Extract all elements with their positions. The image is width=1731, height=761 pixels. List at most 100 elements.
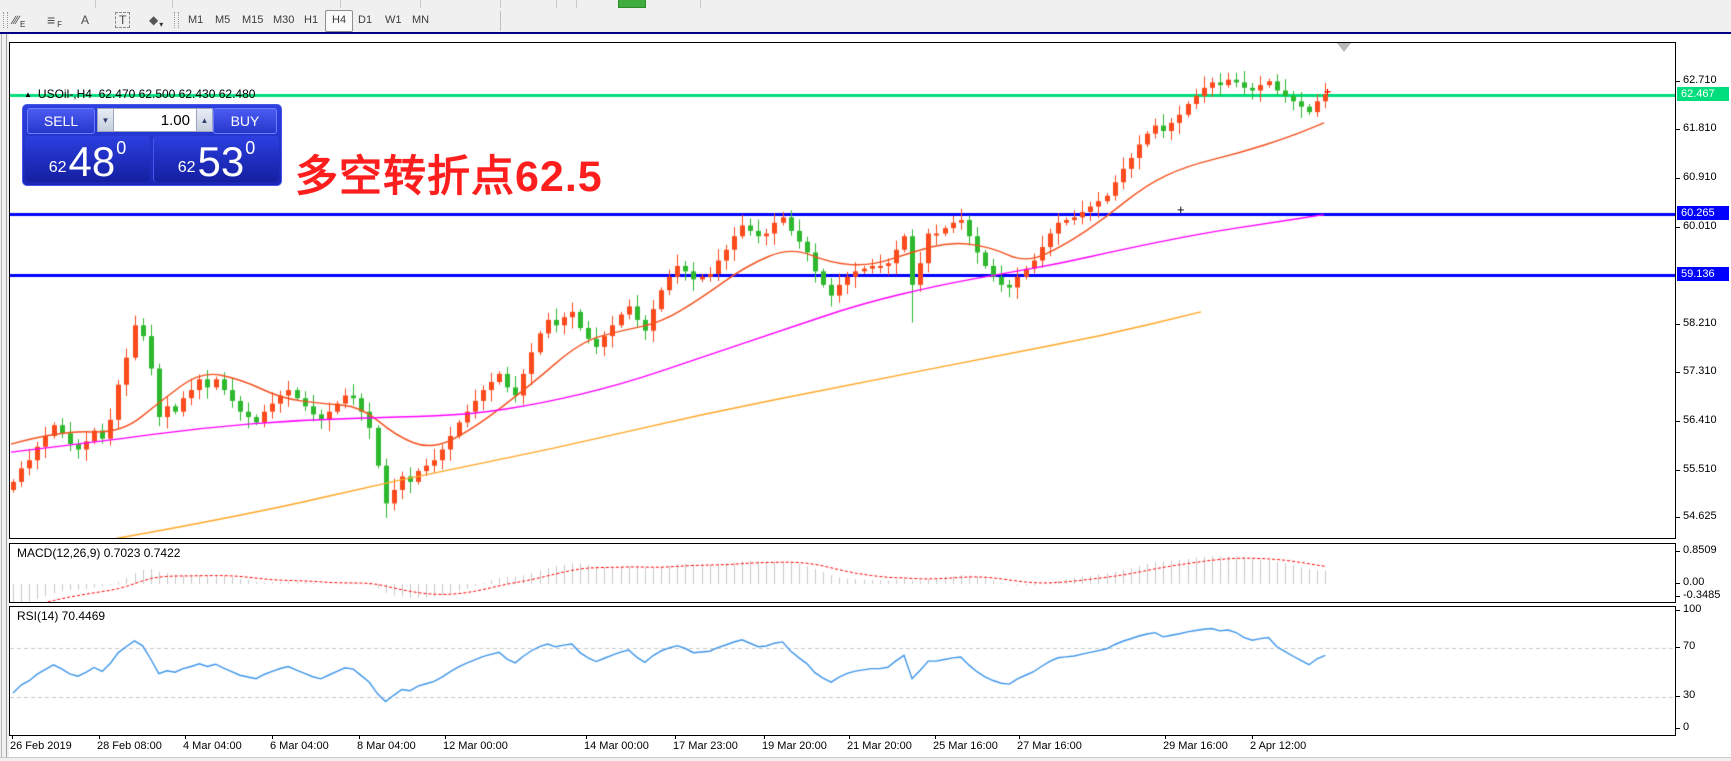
price-axis-tick	[1676, 469, 1680, 471]
time-axis-label: 19 Mar 20:00	[762, 740, 827, 752]
timeframe-button-w1[interactable]: W1	[385, 14, 402, 26]
clipped-toolbar-separator	[500, 0, 501, 8]
price-axis[interactable]: 62.710 61.810 60.910 60.010 58.210 57.310 56.4…	[1676, 36, 1731, 757]
buy-price-sup: 0	[245, 138, 256, 158]
rsi-axis-label: 30	[1683, 689, 1696, 702]
current-price-tick: +	[1324, 85, 1332, 99]
timeframe-button-m1[interactable]: M1	[188, 14, 204, 26]
price-axis-tick	[1676, 517, 1680, 519]
timeframe-button-m15[interactable]: M15	[242, 14, 264, 26]
main-chart-canvas[interactable]	[10, 43, 1675, 538]
text-icon[interactable]: T	[110, 9, 135, 31]
macd-axis-label: 0.8509	[1683, 543, 1717, 556]
price-axis-label: 60.010	[1683, 219, 1717, 232]
clipped-toolbar-separator	[576, 0, 577, 8]
chart-header: ▲ USOil-,H4 62.470 62.500 62.430 62.480	[24, 87, 255, 101]
timeframe-button-m30[interactable]: M30	[273, 14, 295, 26]
clipped-toolbar-separator	[700, 0, 701, 8]
time-axis-label: 12 Mar 00:00	[443, 740, 508, 752]
text-label-icon[interactable]: A	[81, 13, 90, 27]
rsi-canvas[interactable]	[10, 607, 1675, 735]
buy-price-prefix: 62	[177, 159, 196, 176]
timeframe-button-m5[interactable]: M5	[215, 14, 231, 26]
buy-price-tile[interactable]: 62 53 0	[153, 136, 279, 185]
macd-indicator-panel[interactable]: MACD(12,26,9) 0.7023 0.7422	[9, 543, 1676, 603]
time-axis-tick	[185, 736, 186, 739]
time-axis-tick	[12, 736, 13, 739]
clipped-toolbar-separator	[95, 0, 96, 8]
time-axis-label: 25 Mar 16:00	[933, 740, 998, 752]
sell-price-prefix: 62	[48, 159, 67, 176]
time-axis-label: 4 Mar 04:00	[183, 740, 242, 752]
chart-shift-arrow-icon[interactable]	[1337, 43, 1351, 52]
sell-price-sup: 0	[116, 138, 127, 158]
time-axis-label: 26 Feb 2019	[10, 740, 72, 752]
timeframe-button-h4[interactable]: H4	[325, 10, 354, 32]
buy-price-big: 53	[197, 138, 245, 185]
sell-button[interactable]: SELL	[27, 108, 95, 134]
status-bar-sliver	[0, 757, 1731, 761]
time-axis-label: 28 Feb 08:00	[97, 740, 162, 752]
macd-axis-label: -0.3485	[1683, 589, 1721, 602]
price-axis-tick	[1676, 129, 1680, 131]
sell-price-big: 48	[68, 138, 116, 185]
toolbar: ∕∕∕ E ≡ F A T ◆ ▾ M1 M5 M15 M30 H1 H4 D1 W1 MN	[0, 8, 1731, 34]
sell-price-tile[interactable]: 62 48 0	[25, 136, 150, 185]
window-top-margin	[9, 36, 1731, 42]
time-axis-tick	[849, 736, 850, 739]
price-axis-label: 62.710	[1683, 73, 1717, 86]
rsi-indicator-panel[interactable]: RSI(14) 70.4469	[9, 606, 1676, 736]
volume-decrease-button[interactable]: ▼	[97, 108, 114, 132]
rsi-axis-tick	[1676, 646, 1680, 648]
main-chart-panel[interactable]: ▲ USOil-,H4 62.470 62.500 62.430 62.480 S…	[9, 42, 1676, 539]
timeframe-button-h1[interactable]: H1	[304, 14, 319, 26]
rsi-axis-tick	[1676, 696, 1680, 698]
equidistant-channel-icon[interactable]: ∕∕∕ E	[13, 13, 26, 29]
buy-button[interactable]: BUY	[213, 108, 277, 134]
timeframe-button-d1[interactable]: D1	[358, 14, 373, 26]
time-axis-tick	[99, 736, 100, 739]
time-axis-label: 17 Mar 23:00	[673, 740, 738, 752]
time-axis-tick	[272, 736, 273, 739]
time-axis-label: 2 Apr 12:00	[1250, 740, 1307, 752]
time-axis-tick	[764, 736, 765, 739]
price-line-badge: 59.136	[1677, 266, 1729, 281]
clipped-toolbar-separator	[172, 0, 173, 8]
clipped-toolbar-separator	[556, 0, 557, 8]
time-axis-tick	[445, 736, 446, 739]
time-axis-tick	[935, 736, 936, 739]
arrows-icon[interactable]: ◆ ▾	[149, 13, 164, 29]
crosshair-marker: +	[1177, 202, 1185, 217]
volume-increase-button[interactable]: ▲	[196, 108, 213, 132]
symbol-period: USOil-,H4	[37, 87, 92, 101]
price-axis-label: 55.510	[1683, 462, 1717, 475]
window-left-frame	[0, 34, 9, 761]
toolbar-separator	[500, 11, 501, 31]
toolbar-drag-handle[interactable]	[174, 12, 179, 28]
price-axis-tick	[1676, 323, 1680, 325]
price-axis-label: 58.210	[1683, 316, 1717, 329]
clipped-toolbar-separator	[340, 0, 341, 8]
volume-input[interactable]	[114, 108, 196, 132]
macd-canvas[interactable]	[10, 544, 1675, 602]
macd-axis-tick	[1676, 583, 1680, 584]
volume-box: ▼ ▲	[97, 108, 213, 132]
collapse-arrow-icon[interactable]: ▲	[24, 90, 32, 99]
time-axis-tick	[1252, 736, 1253, 739]
time-axis-label: 21 Mar 20:00	[847, 740, 912, 752]
toolbar-drag-handle[interactable]	[3, 12, 8, 28]
time-axis-label: 6 Mar 04:00	[270, 740, 329, 752]
macd-label: MACD(12,26,9) 0.7023 0.7422	[17, 546, 181, 560]
price-line-badge: 62.467	[1677, 86, 1729, 101]
price-axis-tick	[1676, 226, 1680, 228]
ohlc-values: 62.470 62.500 62.430 62.480	[98, 87, 256, 101]
macd-axis-tick	[1676, 596, 1680, 598]
time-axis-tick	[586, 736, 587, 739]
price-axis-tick	[1676, 80, 1680, 82]
fibonacci-icon[interactable]: ≡ F	[47, 12, 63, 29]
timeframe-button-mn[interactable]: MN	[412, 14, 430, 26]
time-axis[interactable]: 26 Feb 2019 28 Feb 08:00 4 Mar 04:00 6 Mar …	[9, 736, 1676, 757]
price-axis-tick	[1676, 178, 1680, 180]
clipped-green-icon	[618, 0, 646, 8]
